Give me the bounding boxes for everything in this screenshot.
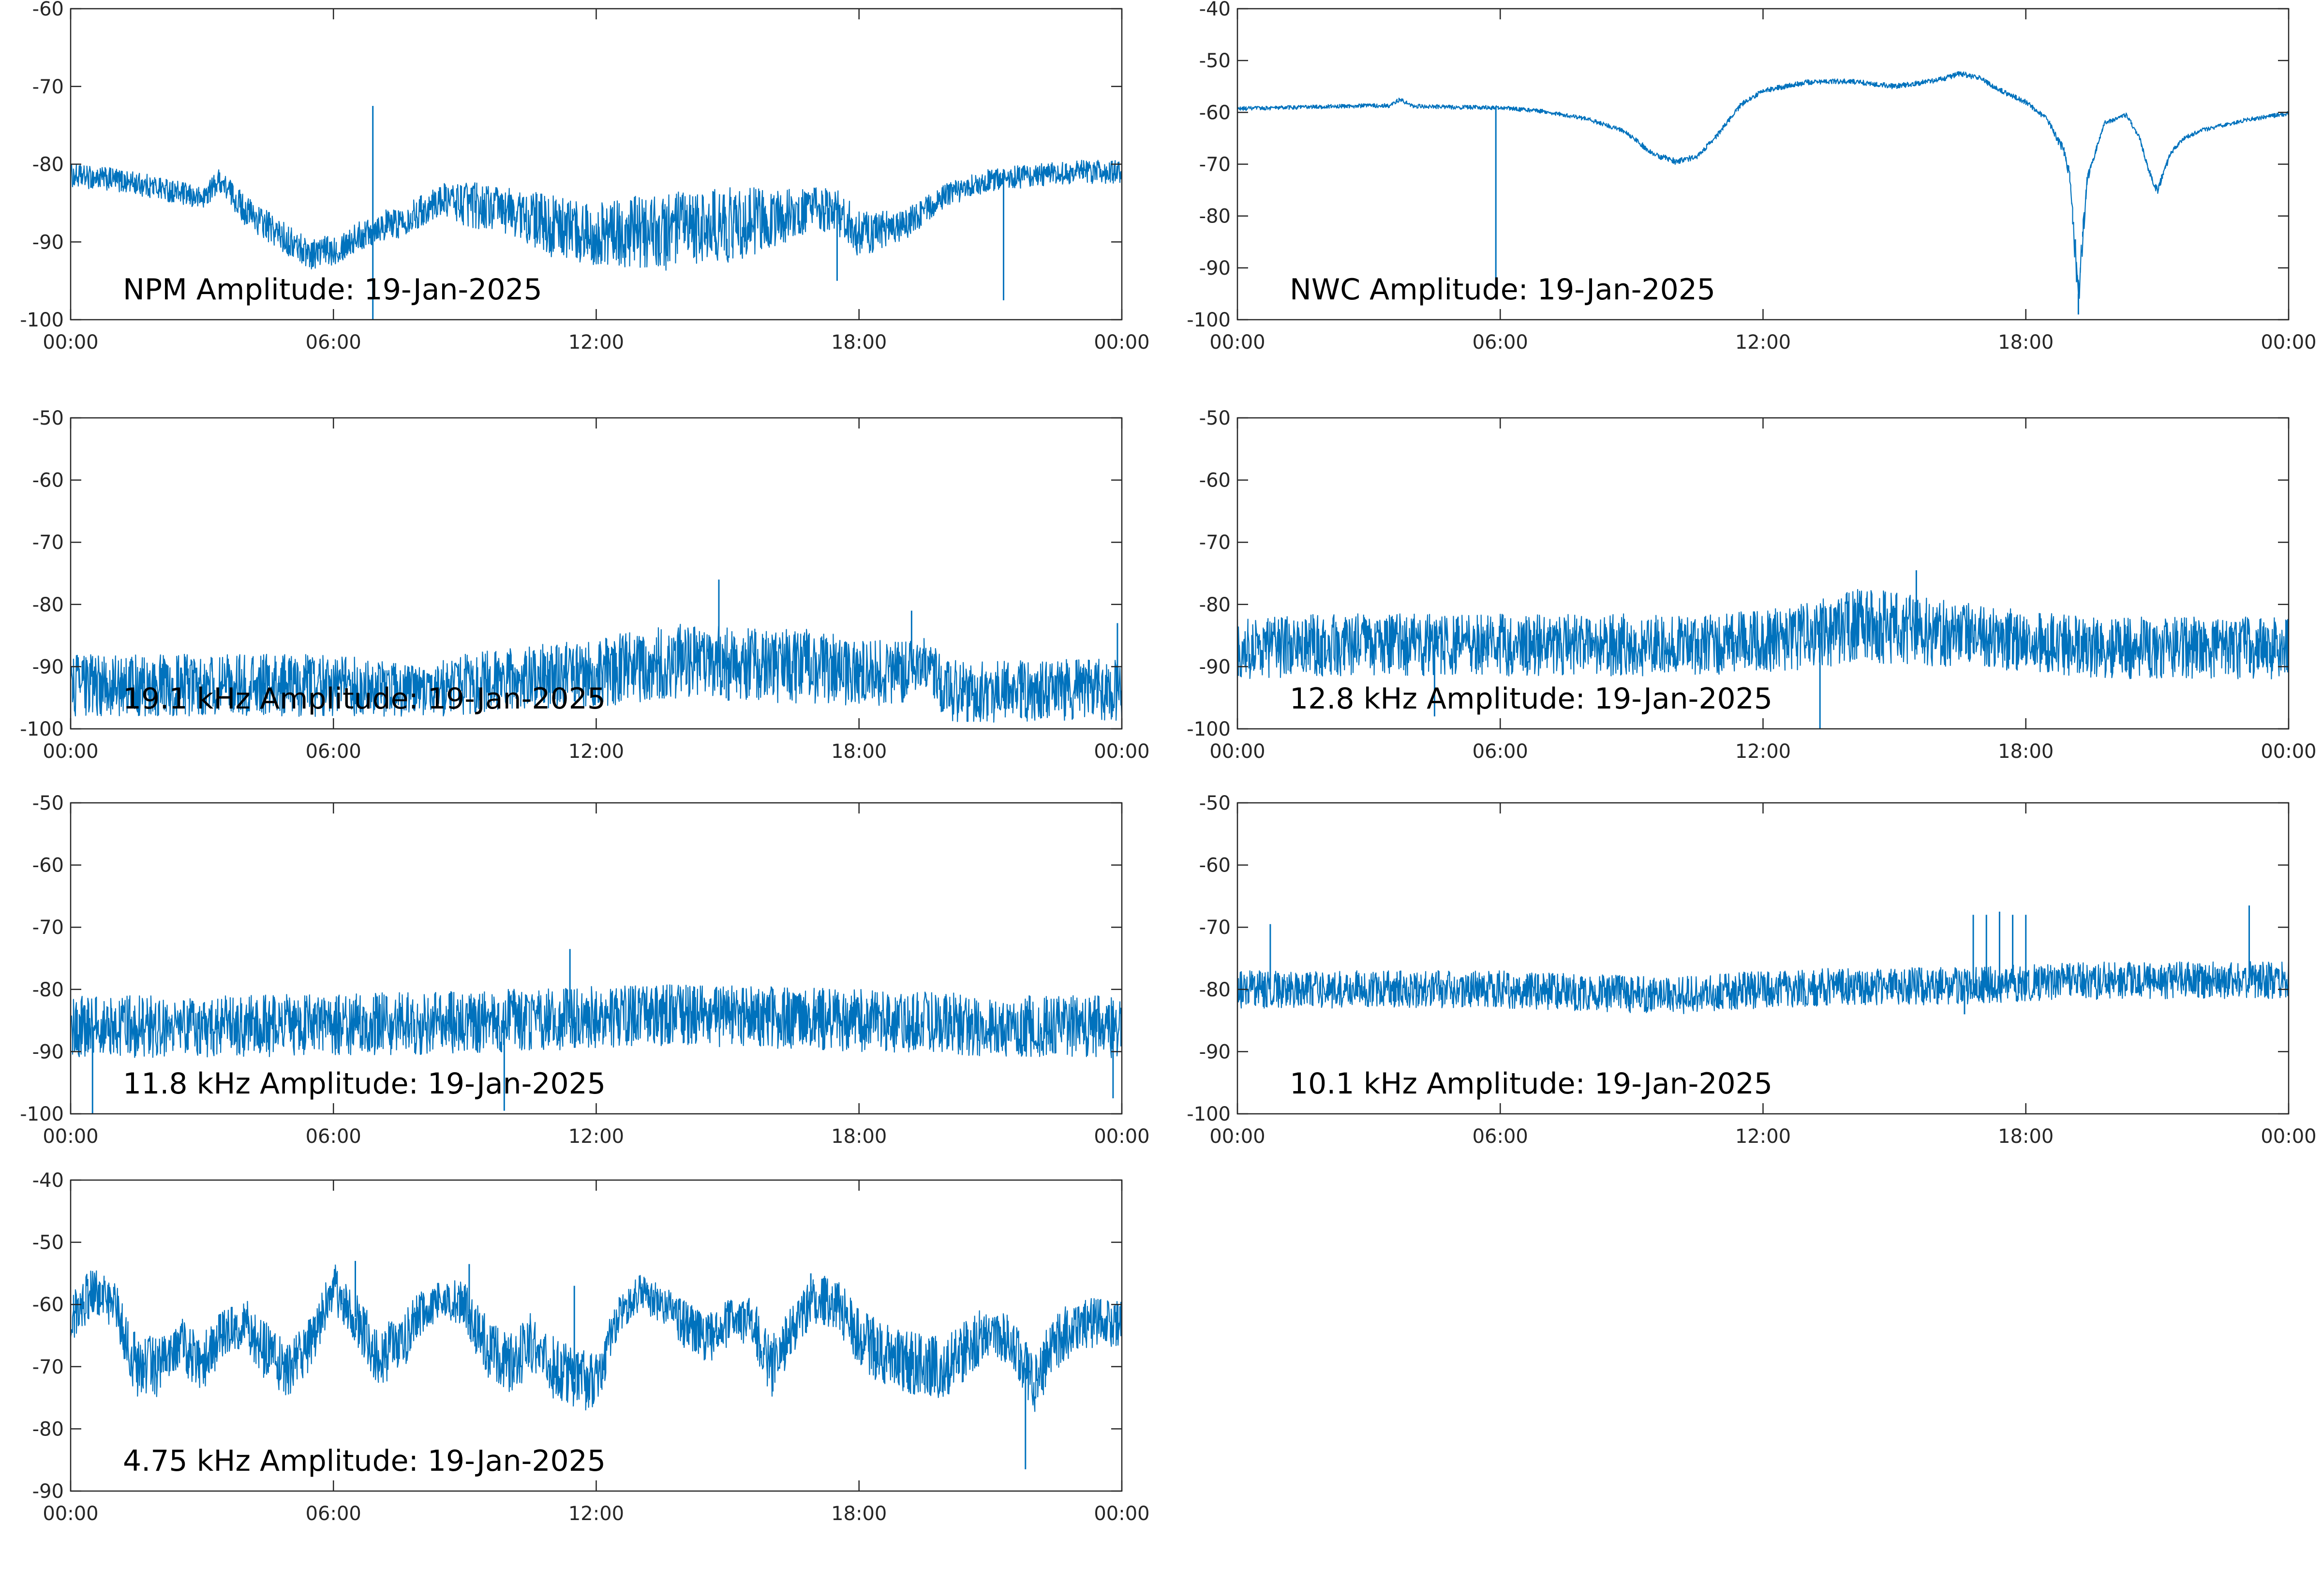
- x-tick-label: 00:00: [1094, 1125, 1149, 1148]
- y-tick-label: -50: [32, 792, 64, 814]
- y-tick-label: -70: [32, 916, 64, 939]
- panel-1: -100 -90 -80 -70 -60 00:00 06:00 12:00 18:00 00:0…: [20, 0, 1149, 354]
- x-tick-label: 12:00: [1735, 331, 1791, 354]
- y-tick-label: -50: [1199, 792, 1231, 814]
- x-tick-label: 00:00: [2261, 331, 2316, 354]
- y-tick-label: -70: [1199, 154, 1231, 176]
- x-tick-label: 12:00: [568, 740, 624, 763]
- x-tick-label: 18:00: [831, 740, 887, 763]
- panel-2: -100 -90 -80 -70 -60 -50 -40 00:00 06:00 12:00 18:…: [1187, 0, 2316, 354]
- y-tick-label: -80: [32, 979, 64, 1001]
- y-tick-label: -90: [32, 656, 64, 678]
- y-tick-label: -80: [1199, 594, 1231, 616]
- x-tick-label: 00:00: [43, 331, 98, 354]
- y-tick-label: -40: [1199, 0, 1231, 20]
- x-tick-label: 00:00: [1209, 740, 1265, 763]
- y-tick-label: -100: [20, 718, 64, 740]
- y-tick-label: -70: [32, 1356, 64, 1378]
- y-tick-label: -60: [1199, 102, 1231, 124]
- x-tick-label: 12:00: [568, 331, 624, 354]
- x-tick-label: 12:00: [568, 1503, 624, 1525]
- x-tick-label: 12:00: [1735, 1125, 1791, 1148]
- y-tick-label: -80: [32, 594, 64, 616]
- y-tick-label: -100: [1187, 309, 1231, 331]
- x-tick-label: 18:00: [831, 331, 887, 354]
- y-tick-label: -100: [1187, 1103, 1231, 1125]
- x-tick-label: 18:00: [831, 1503, 887, 1525]
- y-tick-label: -60: [32, 470, 64, 492]
- y-tick-label: -90: [32, 1041, 64, 1063]
- series-line: [71, 623, 1122, 723]
- x-tick-label: 00:00: [1094, 331, 1149, 354]
- y-tick-label: -50: [32, 407, 64, 429]
- y-tick-label: -40: [32, 1169, 64, 1192]
- y-tick-label: -100: [1187, 718, 1231, 740]
- y-tick-label: -70: [32, 532, 64, 554]
- y-tick-label: -80: [32, 154, 64, 176]
- x-tick-label: 00:00: [2261, 740, 2316, 763]
- y-tick-label: -60: [1199, 470, 1231, 492]
- y-tick-label: -90: [32, 1480, 64, 1503]
- x-tick-label: 12:00: [568, 1125, 624, 1148]
- x-tick-label: 00:00: [1209, 331, 1265, 354]
- panel-title: NWC Amplitude: 19-Jan-2025: [1290, 273, 1715, 307]
- y-tick-label: -90: [32, 231, 64, 253]
- panel-title: NPM Amplitude: 19-Jan-2025: [123, 273, 542, 307]
- x-tick-label: 00:00: [43, 1503, 98, 1525]
- panel-4: -100 -90 -80 -70 -60 -50 00:00 06:00 12:00 18:00 0…: [1187, 407, 2316, 763]
- y-tick-label: -100: [20, 1103, 64, 1125]
- x-tick-label: 06:00: [306, 1125, 361, 1148]
- x-tick-label: 06:00: [1473, 331, 1528, 354]
- panel-title: 11.8 kHz Amplitude: 19-Jan-2025: [123, 1067, 606, 1101]
- series-line: [71, 160, 1122, 271]
- y-tick-label: -70: [1199, 532, 1231, 554]
- x-tick-label: 00:00: [43, 740, 98, 763]
- y-tick-label: -90: [1199, 1041, 1231, 1063]
- x-tick-label: 18:00: [1998, 1125, 2054, 1148]
- y-tick-label: -50: [1199, 50, 1231, 72]
- series-line: [1237, 961, 2289, 1014]
- series-line: [71, 984, 1122, 1058]
- x-tick-label: 18:00: [831, 1125, 887, 1148]
- y-tick-label: -60: [32, 0, 64, 20]
- panel-5: -100 -90 -80 -70 -60 -50 00:00 06:00 12:00 18:00 0…: [20, 792, 1149, 1148]
- series-line: [1237, 589, 2289, 680]
- panel-title: 4.75 kHz Amplitude: 19-Jan-2025: [123, 1444, 606, 1478]
- y-tick-label: -60: [32, 855, 64, 877]
- panel-title: 12.8 kHz Amplitude: 19-Jan-2025: [1290, 682, 1772, 716]
- panel-3: -100 -90 -80 -70 -60 -50 00:00 06:00 12:00 18:00 0…: [20, 407, 1149, 763]
- y-tick-label: -60: [1199, 855, 1231, 877]
- y-tick-label: -70: [32, 76, 64, 98]
- series-line: [1237, 71, 2289, 299]
- y-tick-label: -60: [32, 1294, 64, 1316]
- x-tick-label: 18:00: [1998, 740, 2054, 763]
- x-tick-label: 00:00: [1094, 1503, 1149, 1525]
- y-tick-label: -80: [1199, 206, 1231, 228]
- y-tick-label: -90: [1199, 257, 1231, 280]
- y-tick-label: -100: [20, 309, 64, 331]
- panel-title: 19.1 kHz Amplitude: 19-Jan-2025: [123, 682, 606, 716]
- y-tick-label: -90: [1199, 656, 1231, 678]
- y-tick-label: -50: [1199, 407, 1231, 429]
- x-tick-label: 00:00: [2261, 1125, 2316, 1148]
- x-tick-label: 12:00: [1735, 740, 1791, 763]
- x-tick-label: 00:00: [1094, 740, 1149, 763]
- x-tick-label: 06:00: [1473, 1125, 1528, 1148]
- y-tick-label: -80: [32, 1418, 64, 1440]
- y-tick-label: -80: [1199, 979, 1231, 1001]
- panel-6: -100 -90 -80 -70 -60 -50 00:00 06:00 12:00 18:00 0…: [1187, 792, 2316, 1148]
- x-tick-label: 06:00: [306, 740, 361, 763]
- x-tick-label: 06:00: [306, 331, 361, 354]
- x-tick-label: 00:00: [43, 1125, 98, 1148]
- x-tick-label: 18:00: [1998, 331, 2054, 354]
- x-tick-label: 06:00: [306, 1503, 361, 1525]
- panel-7: -90 -80 -70 -60 -50 -40 00:00 06:00 12:00 18:00 00…: [32, 1169, 1150, 1525]
- panel-title: 10.1 kHz Amplitude: 19-Jan-2025: [1290, 1067, 1772, 1101]
- series-line: [71, 1264, 1122, 1412]
- x-tick-label: 00:00: [1209, 1125, 1265, 1148]
- x-tick-label: 06:00: [1473, 740, 1528, 763]
- y-tick-label: -70: [1199, 916, 1231, 939]
- y-tick-label: -50: [32, 1232, 64, 1254]
